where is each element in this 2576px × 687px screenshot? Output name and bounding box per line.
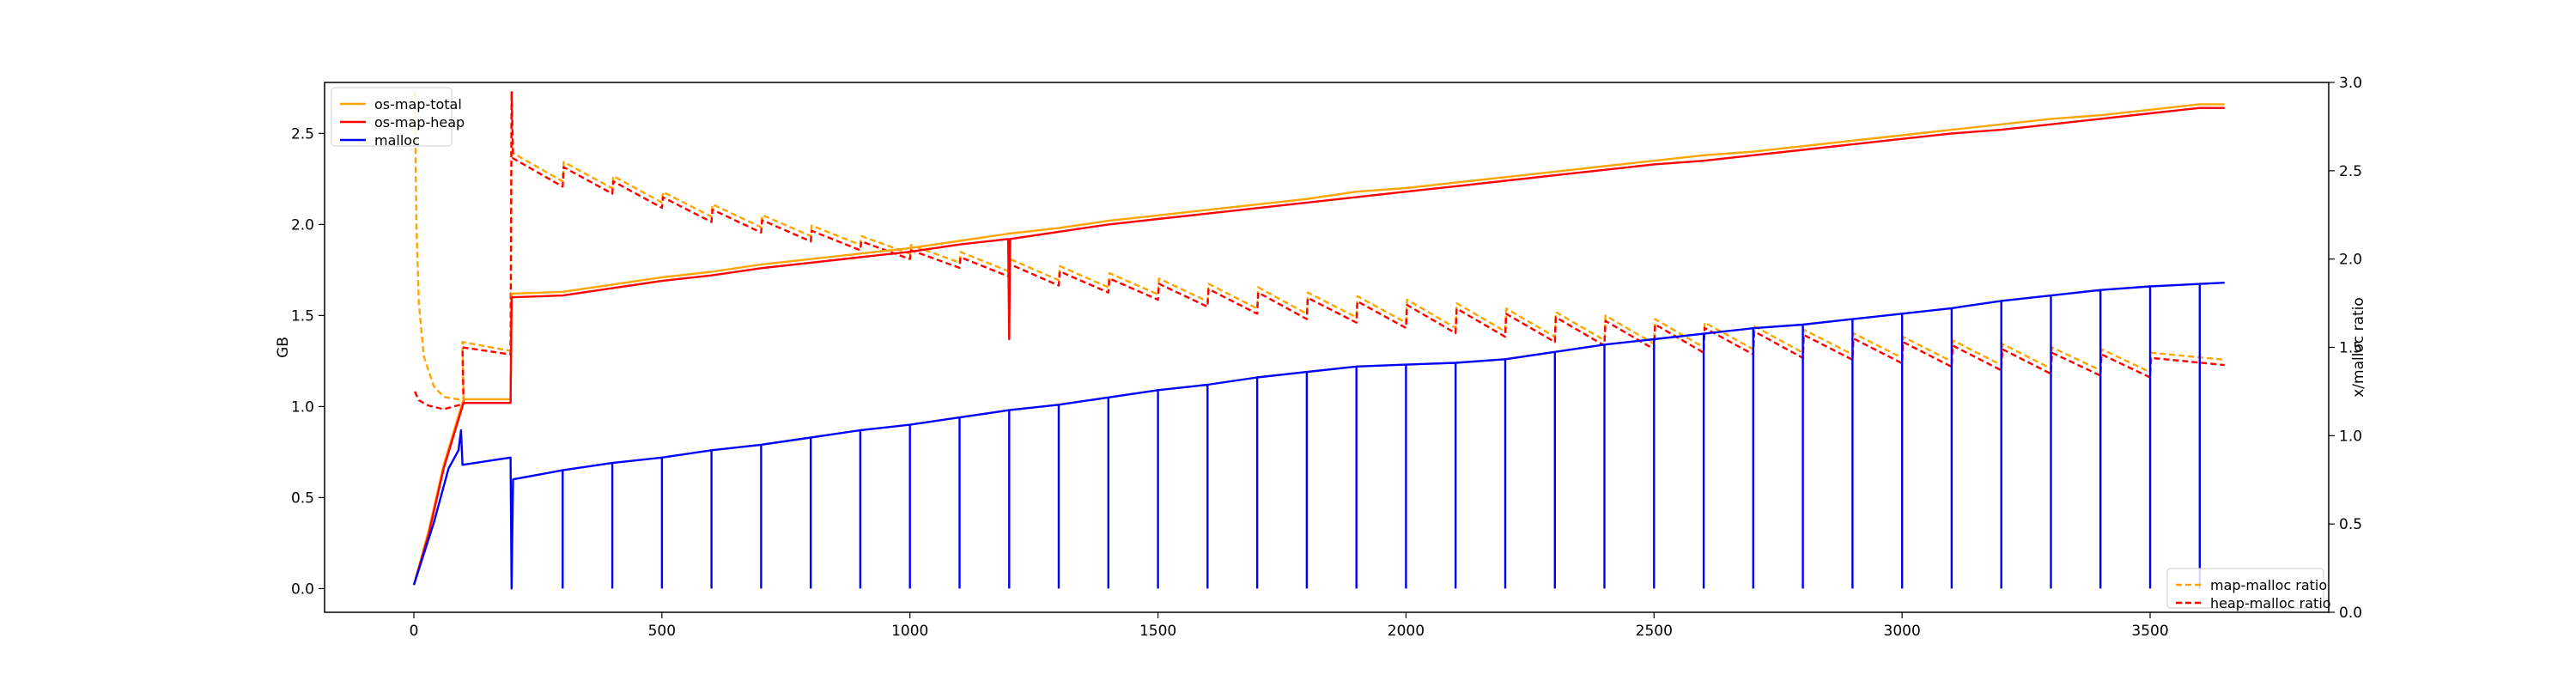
series-map-malloc-ratio (413, 90, 2225, 402)
y-right-tick-label: 3.0 (2339, 75, 2362, 92)
x-tick-label: 2500 (1636, 623, 1673, 640)
x-tick-label: 0 (410, 623, 419, 640)
y-left-tick-label: 2.0 (291, 216, 314, 234)
legend-box (331, 87, 453, 147)
series-os-map-heap (412, 106, 2225, 586)
x-tick-label: 3000 (1884, 623, 1921, 640)
x-tick-label: 500 (648, 623, 676, 640)
y-right-tick-label: 1.5 (2339, 340, 2362, 357)
legend-entry: map-malloc ratio (2210, 577, 2327, 593)
y-left-tick-label: 0.0 (291, 581, 314, 598)
plot-frame (324, 82, 2330, 613)
tick-marks (319, 82, 2335, 618)
x-tick-label: 1000 (891, 623, 928, 640)
y-axis-label-left: GB (275, 337, 292, 358)
series-os-map-total (412, 103, 2225, 586)
y-axis-label-right: x/malloc ratio (2350, 297, 2367, 398)
tick-labels: 0 500 1000 1500 2000 2500 3000 3500 0.0 0.5 1.0 1.5… (291, 75, 2362, 640)
series-malloc (412, 282, 2225, 590)
legend-entry: heap-malloc ratio (2210, 595, 2331, 611)
y-right-tick-label: 1.0 (2339, 428, 2362, 445)
legend-bottom-right: map-malloc ratio heap-malloc ratio (2166, 568, 2331, 611)
y-right-tick-label: 2.0 (2339, 252, 2362, 269)
y-right-tick-label: 0.5 (2339, 516, 2362, 533)
x-tick-label: 3500 (2131, 623, 2168, 640)
series-heap-malloc-ratio (414, 90, 2225, 410)
y-right-tick-label: 0.0 (2339, 605, 2362, 622)
x-tick-label: 1500 (1139, 623, 1176, 640)
y-right-tick-label: 2.5 (2339, 163, 2362, 180)
legend-box (2166, 568, 2324, 609)
x-tick-label: 2000 (1388, 623, 1425, 640)
series-layer (412, 90, 2225, 590)
legend-entry: os-map-heap (374, 114, 465, 131)
y-left-tick-label: 1.0 (291, 398, 314, 416)
y-left-tick-label: 1.5 (291, 307, 314, 325)
legend-entry: malloc (374, 132, 420, 149)
y-left-tick-label: 2.5 (291, 125, 314, 143)
y-left-tick-label: 0.5 (291, 489, 314, 507)
legend-entry: os-map-total (374, 96, 462, 112)
